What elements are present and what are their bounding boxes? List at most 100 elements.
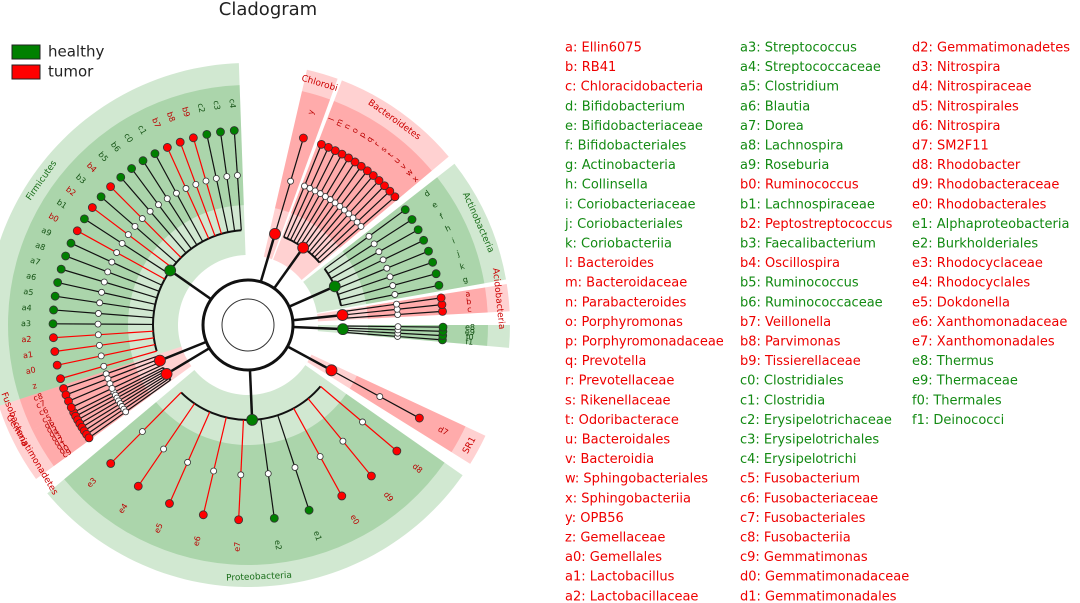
node-code: c0 bbox=[122, 132, 135, 145]
node bbox=[138, 156, 148, 166]
node-code: e2 bbox=[273, 539, 283, 550]
branch bbox=[311, 180, 380, 256]
clade-sector bbox=[317, 325, 510, 348]
branch bbox=[219, 131, 236, 232]
node bbox=[108, 258, 116, 266]
node bbox=[298, 133, 308, 143]
node bbox=[175, 137, 185, 147]
taxon-entry: e3: Rhodocyclaceae bbox=[912, 256, 1043, 271]
branch bbox=[302, 165, 362, 249]
clade-sector bbox=[263, 69, 338, 260]
node-code: c4 bbox=[228, 98, 238, 108]
taxon-entry: c0: Clostridiales bbox=[740, 374, 844, 389]
node-code: c1 bbox=[136, 124, 148, 137]
taxon-entry: e5: Dokdonella bbox=[912, 295, 1010, 310]
node-code: c8 bbox=[32, 391, 44, 403]
node bbox=[419, 235, 429, 245]
legend-label: healthy bbox=[48, 43, 104, 61]
node-code: z bbox=[31, 381, 38, 391]
clade-sector bbox=[273, 80, 449, 281]
node bbox=[234, 515, 244, 525]
taxon-entry: l: Bacteroides bbox=[565, 256, 654, 271]
node bbox=[428, 257, 438, 267]
branch bbox=[342, 327, 443, 332]
branch bbox=[299, 161, 356, 246]
node bbox=[316, 190, 324, 197]
branch bbox=[77, 370, 166, 421]
branch bbox=[179, 141, 216, 237]
taxon-entry: c2: Erysipelotrichaceae bbox=[740, 413, 892, 428]
node bbox=[389, 282, 397, 289]
branch bbox=[53, 330, 154, 339]
taxon-entry: e4: Rhodocyclales bbox=[912, 276, 1030, 291]
node bbox=[337, 323, 349, 336]
clade-sector-inner bbox=[291, 100, 432, 248]
taxon-entry: f0: Thermales bbox=[912, 393, 1002, 408]
node-code: i bbox=[451, 236, 456, 245]
node bbox=[188, 133, 198, 143]
node bbox=[164, 264, 177, 277]
branch bbox=[260, 419, 275, 519]
branch bbox=[110, 392, 182, 464]
taxon-entry: a7: Dorea bbox=[740, 119, 804, 134]
branch bbox=[292, 325, 343, 331]
root-ring bbox=[201, 278, 295, 372]
taxon-entry: c7: Fusobacteriales bbox=[740, 511, 866, 526]
node bbox=[316, 453, 324, 460]
branch bbox=[273, 246, 305, 290]
branch bbox=[142, 160, 198, 246]
clade-sector-inner bbox=[7, 85, 244, 400]
node bbox=[326, 196, 334, 203]
branch bbox=[333, 239, 424, 285]
taxon-entry: c1: Clostridia bbox=[740, 393, 825, 408]
branch bbox=[110, 186, 182, 259]
node bbox=[49, 333, 58, 343]
branch bbox=[68, 361, 161, 402]
node-code: d bbox=[422, 189, 431, 199]
node-code: e5 bbox=[152, 522, 164, 535]
node bbox=[297, 241, 310, 254]
clade-sector bbox=[12, 355, 192, 479]
branch bbox=[120, 176, 187, 254]
node bbox=[182, 185, 190, 192]
branch bbox=[70, 242, 163, 286]
branch bbox=[83, 376, 169, 432]
node-code: e6 bbox=[192, 535, 203, 547]
node bbox=[366, 471, 376, 481]
branch bbox=[131, 168, 192, 250]
taxon-entry: u: Bacteroidales bbox=[565, 433, 670, 448]
node-code: t bbox=[386, 151, 395, 159]
node-code: c6 bbox=[38, 406, 50, 418]
node bbox=[392, 446, 402, 456]
node-code: a2 bbox=[21, 335, 32, 345]
taxon-entry: b8: Parvimonas bbox=[740, 335, 841, 350]
node-code: f0 bbox=[465, 332, 473, 341]
taxon-entry: d: Bifidobacterium bbox=[565, 99, 685, 114]
taxon-entry: a1: Lactobacillus bbox=[565, 570, 675, 585]
node bbox=[424, 246, 433, 256]
branch bbox=[53, 309, 154, 319]
node bbox=[127, 164, 136, 173]
root bbox=[221, 298, 275, 352]
sector-layer bbox=[0, 63, 510, 587]
branch bbox=[100, 196, 177, 263]
node-code: b0 bbox=[47, 211, 60, 224]
branch bbox=[61, 268, 158, 299]
node bbox=[198, 510, 208, 520]
node bbox=[246, 414, 259, 426]
node bbox=[337, 491, 347, 501]
node-code: p bbox=[357, 130, 367, 139]
clade-sector bbox=[317, 284, 510, 322]
taxon-entry: b: RB41 bbox=[565, 60, 616, 75]
node bbox=[66, 238, 76, 248]
taxon-entry: e: Bifidobacteriaceae bbox=[565, 119, 703, 134]
branch bbox=[316, 190, 391, 261]
node-code: x bbox=[411, 174, 421, 184]
taxon-entry: d6: Nitrospira bbox=[912, 119, 1000, 134]
node bbox=[212, 174, 220, 182]
branch bbox=[73, 367, 164, 413]
node bbox=[192, 180, 200, 188]
taxon-entry: c6: Fusobacteriaceae bbox=[740, 491, 878, 506]
branch bbox=[337, 261, 433, 296]
